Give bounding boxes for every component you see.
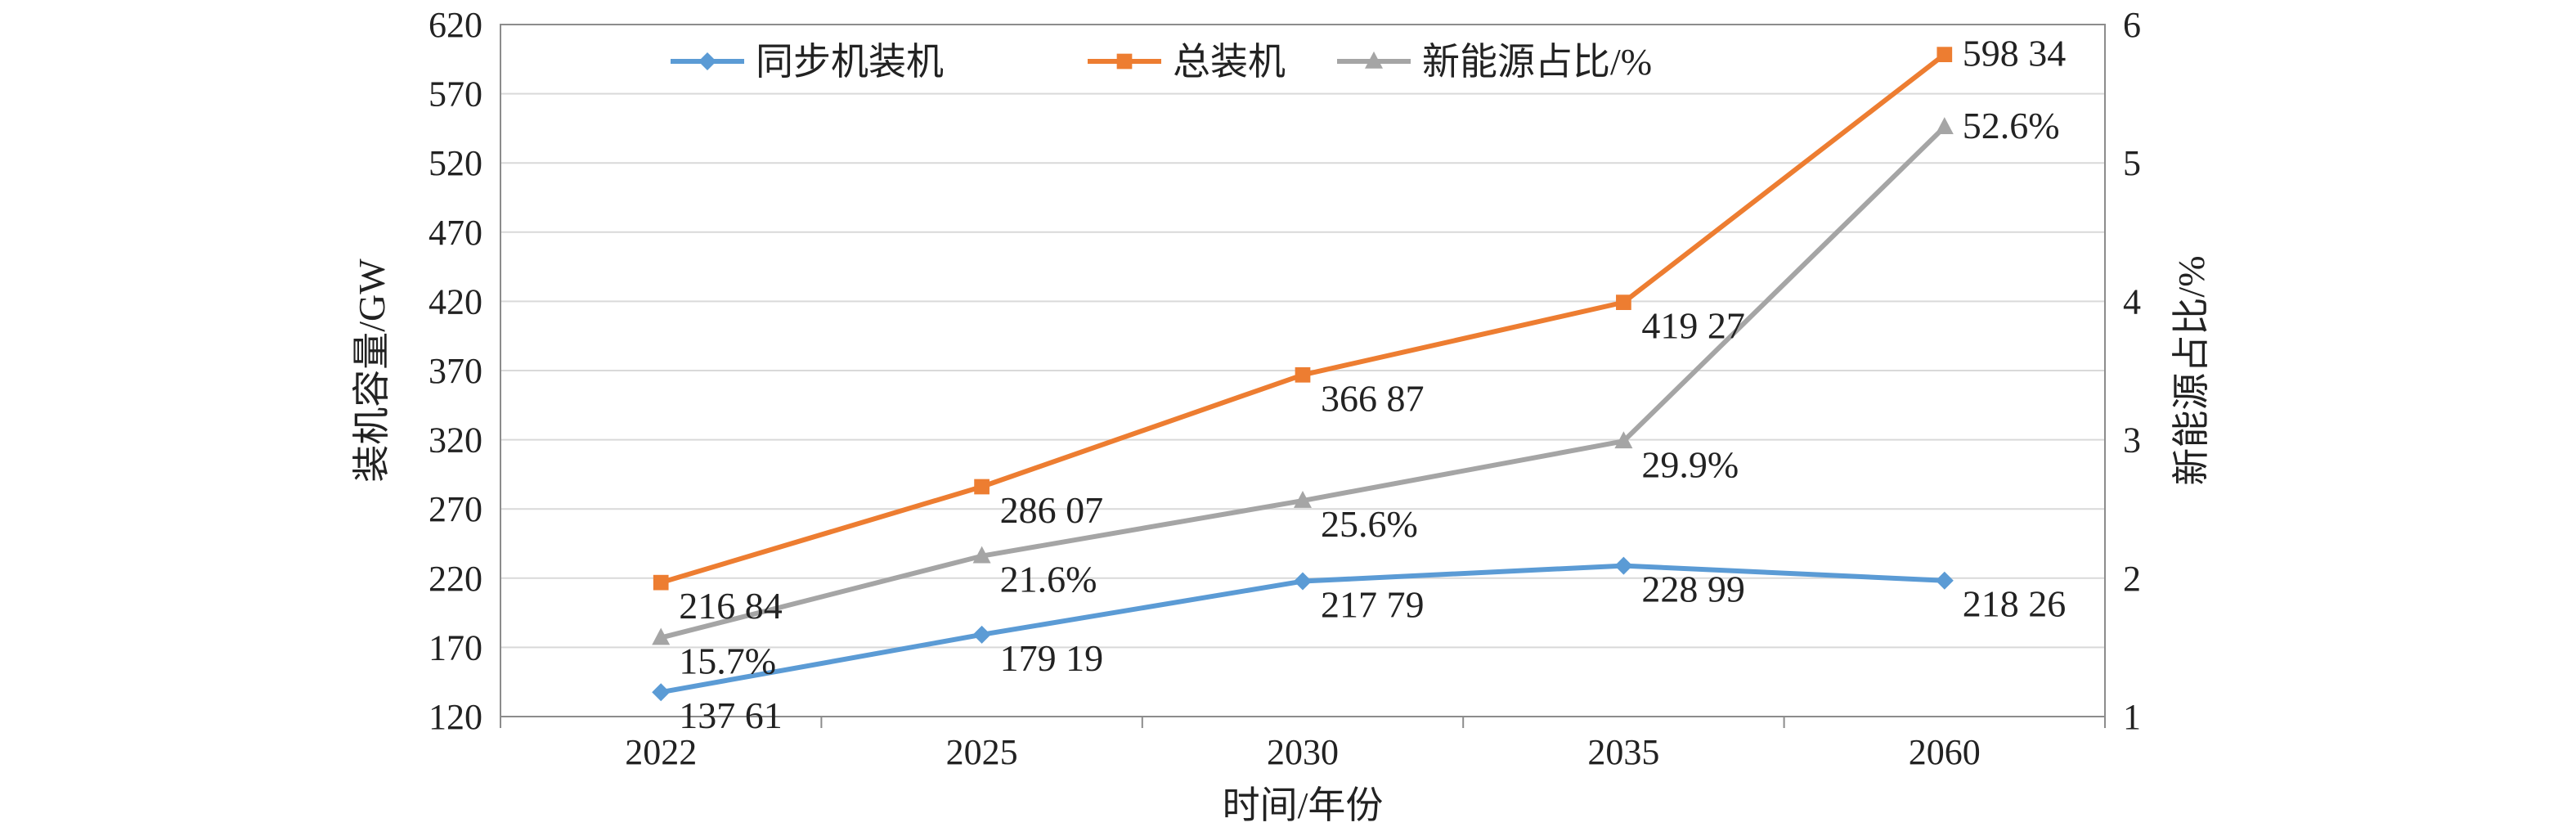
legend-item: 同步机装机 [671,41,944,83]
y2-tick-label: 6 [2123,5,2141,45]
data-point-square [653,574,669,591]
data-point-diamond [698,52,716,70]
data-point-triangle [652,627,671,645]
y2-axis-title: 新能源占比/% [2170,255,2212,485]
data-point-diamond [972,625,991,644]
data-labels: 137 61 179 19 217 79 228 99 218 26 216 84 286 … [679,33,2066,737]
y-tick-label: 520 [429,143,482,183]
data-label: 218 26 [1963,583,2067,625]
data-label: 366 87 [1321,377,1425,419]
y-tick-label: 320 [429,420,482,461]
y-axis-title: 装机容量/GW [351,258,393,483]
data-point-square [1936,47,1953,62]
x-axis-ticks: 2022 2025 2030 2035 2060 [500,717,2106,772]
legend-label: 总装机 [1173,41,1286,83]
y-tick-label: 270 [429,489,482,529]
data-label: 419 27 [1641,305,1744,347]
y2-tick-label: 5 [2123,143,2141,183]
data-point-square [974,479,990,495]
y2-tick-label: 4 [2123,281,2141,321]
data-point-square [1295,366,1311,383]
x-tick-label: 2022 [625,732,697,772]
legend-item: 新能源占比/% [1337,41,1652,83]
x-axis-title: 时间/年份 [1223,784,1384,826]
legend: 同步机装机 总装机 新能源占比/% [671,41,1652,83]
data-point-square [1116,53,1133,70]
data-label: 137 61 [679,694,783,736]
x-tick-label: 2025 [946,732,1018,772]
y-tick-label: 620 [429,5,482,45]
right-axis-ticks: 1 2 3 4 5 6 [2123,5,2141,737]
data-label: 217 79 [1321,584,1425,626]
y-tick-label: 570 [429,74,482,115]
y-tick-label: 120 [429,697,482,737]
y2-tick-label: 3 [2123,420,2141,461]
data-point-diamond [1294,572,1312,591]
legend-label: 同步机装机 [756,41,944,83]
x-tick-label: 2030 [1267,732,1339,772]
x-tick-label: 2060 [1909,732,1981,772]
data-label: 286 07 [1000,489,1104,531]
y-tick-label: 170 [429,627,482,667]
y-tick-label: 420 [429,281,482,321]
data-label: 15.7% [679,640,776,682]
x-tick-label: 2035 [1587,732,1659,772]
series-layer [652,47,1954,702]
y2-tick-label: 1 [2123,697,2141,737]
y-tick-label: 220 [429,559,482,599]
data-label: 598 34 [1963,33,2067,74]
data-label: 21.6% [1000,559,1097,600]
data-label: 179 19 [1000,637,1104,679]
data-point-diamond [1614,556,1633,575]
data-point-triangle [972,546,991,564]
data-point-triangle [1294,490,1312,508]
y-tick-label: 470 [429,213,482,253]
data-point-triangle [1365,51,1383,69]
y-tick-label: 370 [429,351,482,391]
data-label: 52.6% [1963,105,2060,146]
legend-label: 新能源占比/% [1422,41,1652,83]
data-label: 29.9% [1641,443,1739,485]
y2-tick-label: 2 [2123,559,2141,599]
data-point-diamond [1935,571,1954,590]
data-label: 216 84 [679,585,783,627]
left-axis-ticks: 120 170 220 270 320 370 420 470 520 570 620 [429,5,482,737]
data-point-square [1616,294,1631,310]
legend-item: 总装机 [1088,41,1286,83]
data-point-triangle [1614,431,1633,449]
data-point-diamond [652,683,671,702]
data-point-triangle [1935,117,1954,135]
data-label: 25.6% [1321,503,1418,545]
plot-area-frame [500,24,2106,717]
data-label: 228 99 [1641,569,1744,610]
